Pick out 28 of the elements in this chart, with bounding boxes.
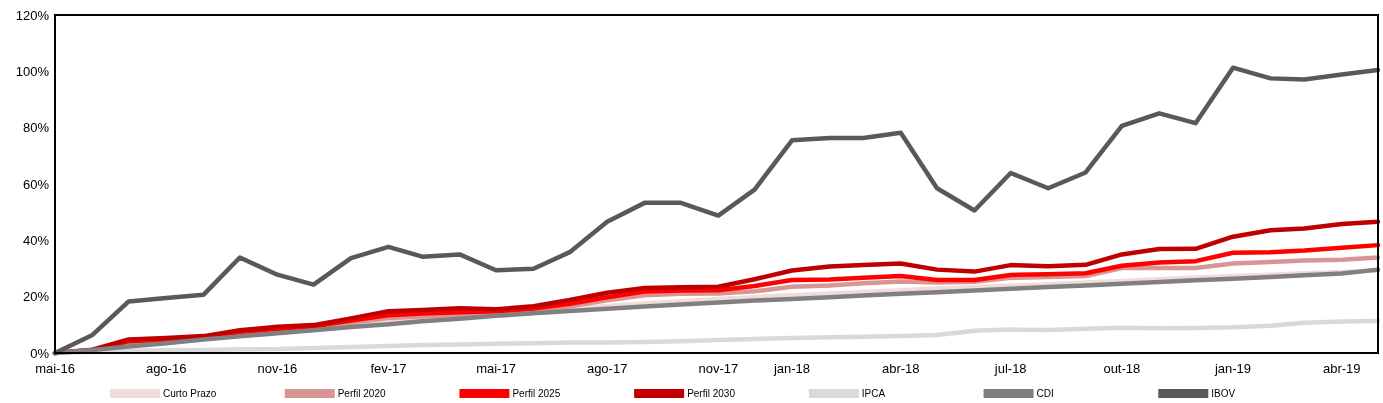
y-tick-label: 100% xyxy=(15,63,50,79)
legend-label: Perfil 2030 xyxy=(687,388,736,399)
x-tick-label: abr-18 xyxy=(881,361,920,376)
x-tick-label: ago-16 xyxy=(145,361,187,376)
legend-label: Perfil 2020 xyxy=(337,388,386,399)
legend-label: CDI xyxy=(1036,388,1054,399)
y-tick-label: 120% xyxy=(15,7,50,23)
x-tick-label: jan-19 xyxy=(1213,361,1252,376)
x-tick-label: mai-17 xyxy=(476,361,516,376)
y-tick-label: 40% xyxy=(22,232,50,248)
x-tick-label: out-18 xyxy=(1103,361,1141,376)
y-tick-label: 0% xyxy=(30,345,50,361)
legend-label: IBOV xyxy=(1211,388,1236,399)
x-tick-label: fev-17 xyxy=(370,361,407,376)
y-tick-label: 60% xyxy=(22,176,50,192)
x-tick-label: abr-19 xyxy=(1322,361,1361,376)
legend-label: Perfil 2025 xyxy=(512,388,561,399)
x-tick-label: jan-18 xyxy=(772,361,811,376)
legend-label: Curto Prazo xyxy=(163,388,217,399)
legend-label: IPCA xyxy=(861,388,886,399)
x-tick-label: nov-17 xyxy=(698,361,739,376)
x-tick-label: ago-17 xyxy=(586,361,628,376)
x-tick-label: nov-16 xyxy=(257,361,298,376)
line-series xyxy=(52,65,1381,356)
y-tick-label: 20% xyxy=(22,289,50,305)
y-tick-label: 80% xyxy=(22,120,50,136)
x-tick-label: mai-16 xyxy=(35,361,75,376)
x-tick-label: jul-18 xyxy=(993,361,1027,376)
